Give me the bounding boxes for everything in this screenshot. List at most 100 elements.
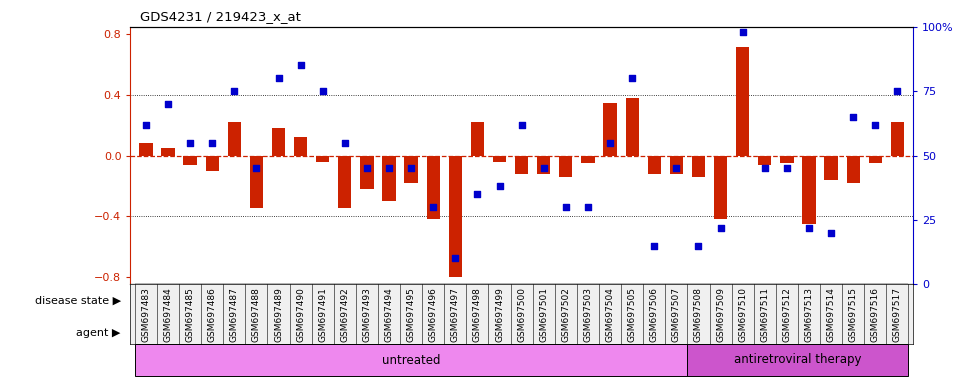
Text: GSM697499: GSM697499: [495, 287, 504, 342]
Bar: [360, 156, 374, 189]
Bar: [316, 156, 329, 162]
Point: [514, 122, 529, 128]
Text: HIV1-HAND: HIV1-HAND: [577, 321, 643, 334]
Bar: [470, 122, 484, 156]
Bar: [846, 156, 860, 183]
Text: GSM697484: GSM697484: [163, 287, 173, 342]
Bar: [803, 156, 815, 223]
Bar: [669, 156, 683, 174]
Point: [780, 166, 795, 172]
Point: [492, 183, 507, 189]
Text: GSM697515: GSM697515: [849, 287, 858, 342]
Text: GSM697505: GSM697505: [628, 287, 637, 342]
Bar: [427, 156, 440, 219]
Text: GSM697487: GSM697487: [230, 287, 239, 342]
Point: [183, 140, 198, 146]
Point: [867, 122, 883, 128]
Point: [735, 29, 751, 35]
Bar: [405, 156, 417, 183]
Point: [382, 166, 397, 172]
Bar: [604, 103, 616, 156]
Point: [801, 225, 816, 231]
Bar: [714, 156, 727, 219]
Bar: [206, 156, 219, 170]
Text: GSM697485: GSM697485: [185, 287, 194, 342]
Point: [160, 101, 176, 107]
Bar: [493, 156, 506, 162]
Text: GSM697486: GSM697486: [208, 287, 216, 342]
Bar: [736, 46, 750, 156]
Point: [359, 166, 375, 172]
Text: GSM697496: GSM697496: [429, 287, 438, 342]
Text: untreated: untreated: [382, 354, 440, 366]
Point: [425, 204, 440, 210]
Bar: [891, 122, 904, 156]
Bar: [161, 148, 175, 156]
Point: [624, 75, 639, 81]
Bar: [250, 156, 263, 209]
Bar: [758, 156, 772, 165]
Text: GSM697497: GSM697497: [451, 287, 460, 342]
Point: [270, 75, 286, 81]
Point: [293, 63, 308, 69]
Bar: [135, 344, 688, 376]
Point: [845, 114, 861, 120]
Bar: [271, 128, 285, 156]
Text: GSM697507: GSM697507: [672, 287, 681, 342]
Text: GSM697509: GSM697509: [716, 287, 725, 342]
Point: [890, 88, 905, 94]
Text: GSM697500: GSM697500: [517, 287, 526, 342]
Bar: [824, 156, 838, 180]
Point: [337, 140, 353, 146]
Text: agent ▶: agent ▶: [76, 328, 121, 338]
Text: GSM697517: GSM697517: [893, 287, 902, 342]
Point: [205, 140, 220, 146]
Text: GSM697514: GSM697514: [827, 287, 836, 342]
Point: [227, 88, 242, 94]
Text: GSM697483: GSM697483: [141, 287, 151, 342]
Text: GSM697506: GSM697506: [650, 287, 659, 342]
Bar: [559, 156, 573, 177]
Point: [823, 230, 838, 236]
Point: [581, 204, 596, 210]
Point: [646, 243, 662, 249]
Point: [447, 255, 463, 262]
Text: GSM697498: GSM697498: [473, 287, 482, 342]
Point: [668, 166, 684, 172]
Point: [713, 225, 728, 231]
Text: uninfected control: uninfected control: [169, 321, 277, 334]
Bar: [647, 156, 661, 174]
Bar: [135, 311, 312, 344]
Text: GSM697510: GSM697510: [738, 287, 747, 342]
Point: [138, 122, 154, 128]
Point: [691, 243, 706, 249]
Bar: [626, 98, 639, 156]
Text: disease state ▶: disease state ▶: [35, 295, 121, 306]
Bar: [228, 122, 241, 156]
Text: GSM697503: GSM697503: [583, 287, 592, 342]
Bar: [692, 156, 705, 177]
Bar: [868, 156, 882, 163]
Point: [315, 88, 330, 94]
Text: antiretroviral therapy: antiretroviral therapy: [734, 354, 862, 366]
Text: GSM697501: GSM697501: [539, 287, 549, 342]
Bar: [537, 156, 551, 174]
Point: [248, 166, 264, 172]
Point: [404, 166, 419, 172]
Text: GSM697513: GSM697513: [805, 287, 813, 342]
Text: GDS4231 / 219423_x_at: GDS4231 / 219423_x_at: [140, 10, 301, 23]
Text: GSM697494: GSM697494: [384, 287, 393, 342]
Point: [469, 191, 485, 197]
Text: GSM697516: GSM697516: [870, 287, 880, 342]
Bar: [781, 156, 793, 163]
Bar: [582, 156, 595, 163]
Bar: [448, 156, 462, 276]
Text: GSM697504: GSM697504: [606, 287, 614, 342]
Text: GSM697488: GSM697488: [252, 287, 261, 342]
Text: GSM697489: GSM697489: [274, 287, 283, 342]
Point: [603, 140, 618, 146]
Text: GSM697495: GSM697495: [407, 287, 415, 342]
Bar: [515, 156, 528, 174]
Bar: [688, 344, 908, 376]
Text: GSM697512: GSM697512: [782, 287, 791, 342]
